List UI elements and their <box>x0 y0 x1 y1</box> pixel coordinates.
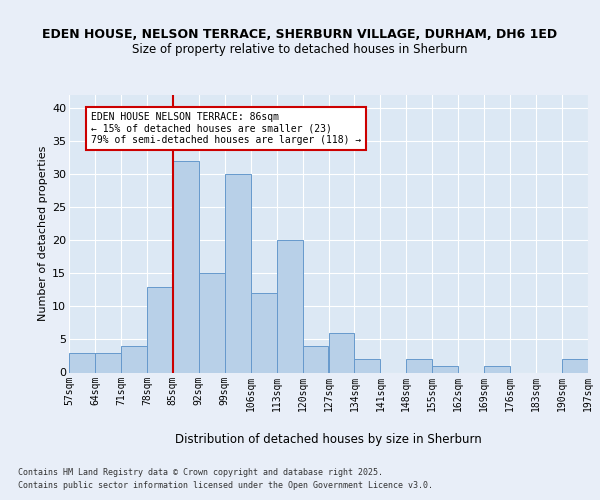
Bar <box>329 333 355 372</box>
Bar <box>173 161 199 372</box>
Bar <box>562 360 588 372</box>
Bar <box>121 346 147 372</box>
Bar <box>251 293 277 372</box>
Bar <box>484 366 510 372</box>
Text: Contains HM Land Registry data © Crown copyright and database right 2025.: Contains HM Land Registry data © Crown c… <box>18 468 383 477</box>
Bar <box>69 352 95 372</box>
Bar <box>147 286 173 372</box>
Bar <box>302 346 329 372</box>
Text: Contains public sector information licensed under the Open Government Licence v3: Contains public sector information licen… <box>18 482 433 490</box>
Bar <box>406 360 432 372</box>
Y-axis label: Number of detached properties: Number of detached properties <box>38 146 48 322</box>
Bar <box>199 274 224 372</box>
Bar <box>277 240 302 372</box>
Bar <box>432 366 458 372</box>
Bar <box>95 352 121 372</box>
Text: Size of property relative to detached houses in Sherburn: Size of property relative to detached ho… <box>132 42 468 56</box>
Text: Distribution of detached houses by size in Sherburn: Distribution of detached houses by size … <box>175 432 482 446</box>
Text: EDEN HOUSE NELSON TERRACE: 86sqm
← 15% of detached houses are smaller (23)
79% o: EDEN HOUSE NELSON TERRACE: 86sqm ← 15% o… <box>91 112 361 144</box>
Text: EDEN HOUSE, NELSON TERRACE, SHERBURN VILLAGE, DURHAM, DH6 1ED: EDEN HOUSE, NELSON TERRACE, SHERBURN VIL… <box>43 28 557 40</box>
Bar <box>224 174 251 372</box>
Bar <box>355 360 380 372</box>
